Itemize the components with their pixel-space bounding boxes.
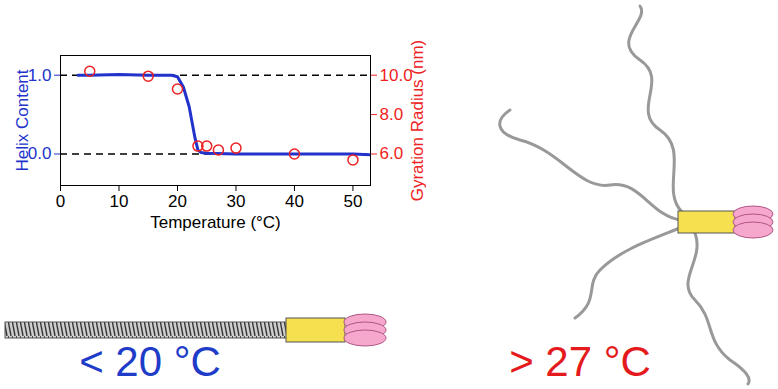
svg-text:8.0: 8.0 — [380, 105, 404, 124]
svg-text:Helix Content: Helix Content — [13, 69, 32, 171]
svg-text:< 20 °C: < 20 °C — [79, 338, 221, 385]
svg-text:10.0: 10.0 — [379, 65, 413, 85]
svg-text:50: 50 — [343, 192, 362, 211]
svg-text:6.0: 6.0 — [380, 144, 404, 163]
svg-text:0.0: 0.0 — [27, 144, 52, 164]
svg-text:0: 0 — [56, 192, 65, 211]
svg-text:Gyration Radius (nm): Gyration Radius (nm) — [408, 40, 427, 202]
svg-text:> 27 °C: > 27 °C — [509, 338, 651, 385]
svg-text:1.0: 1.0 — [27, 65, 52, 85]
svg-text:Temperature (°C): Temperature (°C) — [150, 213, 281, 232]
svg-text:30: 30 — [227, 192, 246, 211]
svg-text:10: 10 — [110, 192, 129, 211]
svg-text:40: 40 — [285, 192, 304, 211]
svg-text:20: 20 — [168, 192, 187, 211]
